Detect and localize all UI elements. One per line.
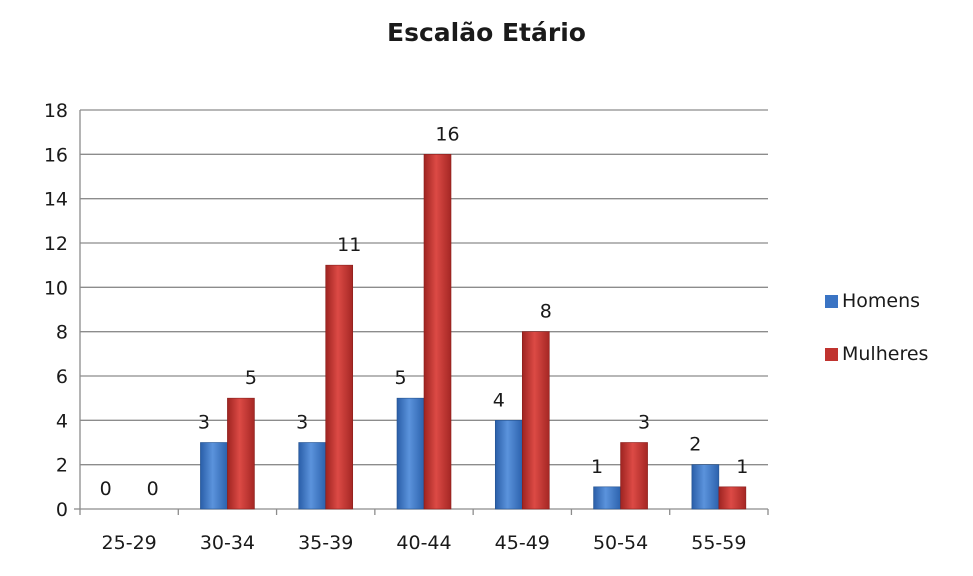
bar-mulheres [521,331,550,510]
bar-homens [396,397,425,510]
legend-swatch-mulheres [825,347,838,361]
legend-item-homens: Homens [825,290,920,312]
x-tick-label: 40-44 [396,532,451,554]
data-label-mulheres: 1 [736,456,748,478]
legend-swatch-homens [825,294,838,308]
data-labels: 0 3 3 5 4 1 2 0 5 11 16 8 3 1 [100,123,749,500]
data-label-homens: 5 [394,367,406,389]
bars [200,154,747,510]
x-tick-label: 45-49 [495,532,550,554]
y-tick-label: 8 [56,322,68,344]
bar-mulheres [423,154,452,510]
data-label-mulheres: 8 [540,301,552,323]
data-label-homens: 3 [296,412,308,434]
data-label-mulheres: 11 [337,234,361,256]
x-tick-label: 30-34 [200,532,255,554]
bar-mulheres [325,264,354,510]
data-label-mulheres: 16 [435,123,459,145]
data-label-mulheres: 0 [147,478,159,500]
y-tick-label: 14 [44,189,68,211]
bar-mulheres [227,397,255,510]
data-label-mulheres: 5 [245,367,257,389]
data-label-homens: 2 [689,434,701,456]
x-tick-label: 50-54 [593,532,648,554]
data-label-homens: 3 [198,412,210,434]
y-tick-label: 18 [44,100,68,122]
x-tick-label: 25-29 [102,532,157,554]
y-tick-label: 10 [44,277,68,299]
y-tick-label: 12 [44,233,68,255]
legend-label-mulheres: Mulheres [842,343,929,365]
bar-homens [200,442,228,510]
data-label-homens: 1 [591,456,603,478]
legend-label-homens: Homens [842,290,921,312]
data-label-homens: 4 [493,389,505,411]
chart-title: Escalão Etário [387,18,586,47]
y-tick-label: 0 [56,499,68,521]
data-label-homens: 0 [100,478,112,500]
bar-homens [691,464,720,510]
bar-homens [494,420,523,510]
x-tick-label: 55-59 [691,532,746,554]
bar-homens [593,486,621,510]
x-tick-label: 35-39 [298,532,353,554]
bar-mulheres [718,486,747,510]
y-tick-label: 2 [56,455,68,477]
bar-mulheres [620,442,648,510]
y-tick-label: 6 [56,366,68,388]
data-label-mulheres: 3 [638,412,650,434]
y-tick-label: 4 [56,410,68,432]
bar-homens [298,442,327,510]
y-tick-label: 16 [44,144,68,166]
legend-item-mulheres: Mulheres [825,343,928,365]
